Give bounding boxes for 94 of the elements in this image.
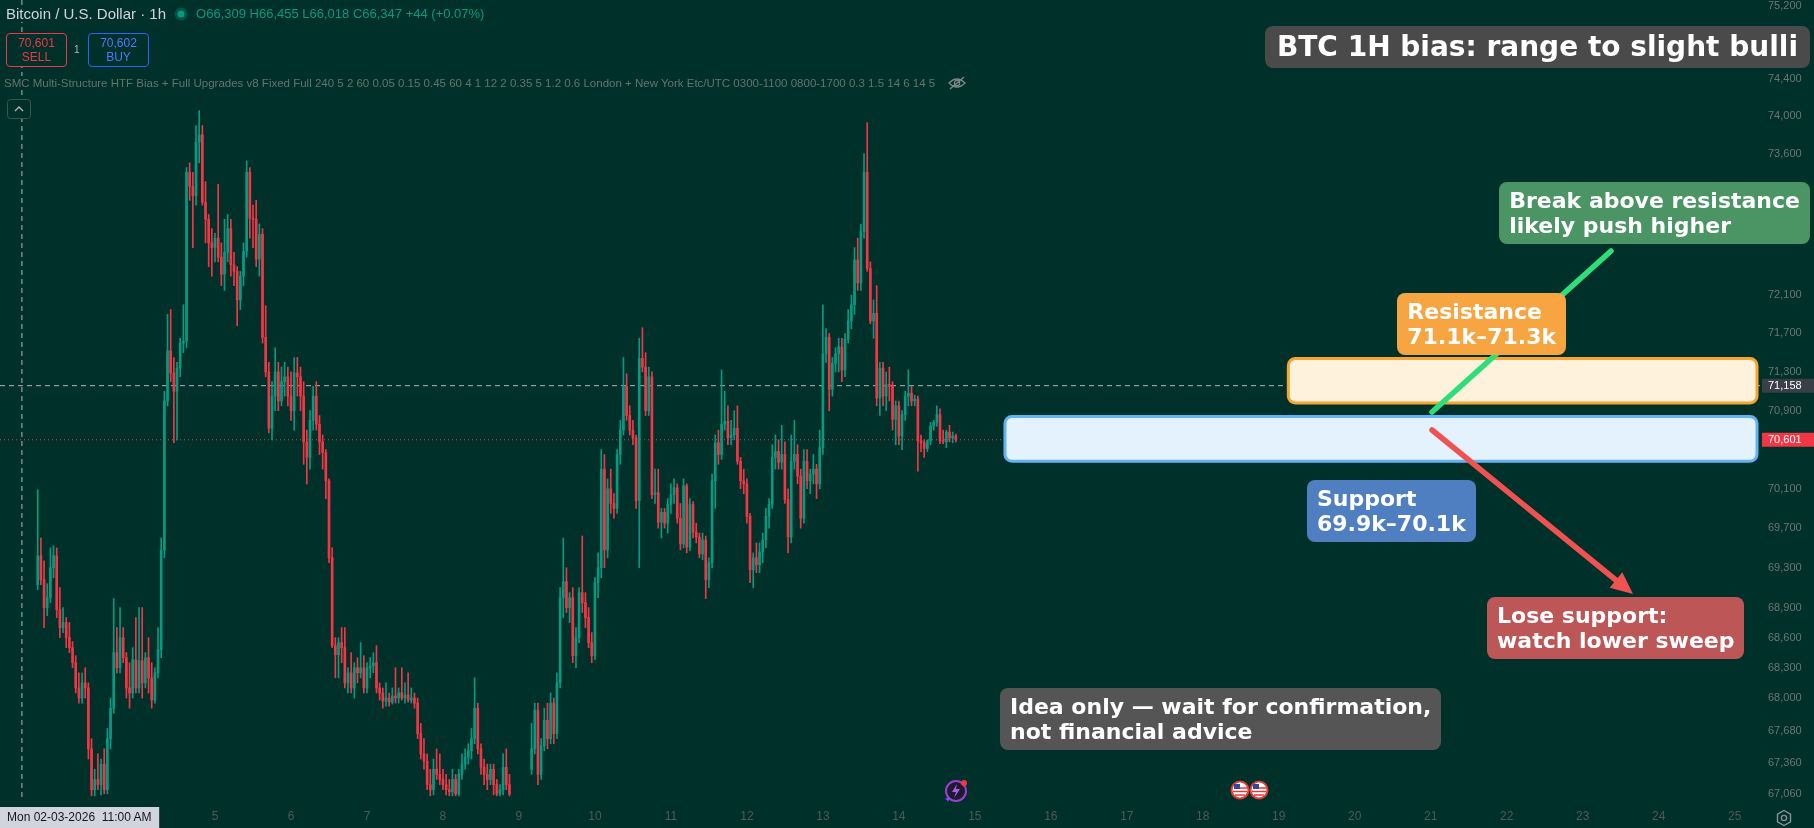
candlestick: [223, 218, 226, 291]
text: BTC 1H bias: range to slight bulli: [1264, 26, 1810, 68]
candlestick: [780, 424, 784, 470]
x-tick-label: 6: [287, 808, 295, 823]
x-tick-label: 12: [740, 808, 754, 823]
annotation: 70,602 BUY: [88, 33, 149, 67]
annotation: SMC Multi-Structure HTF Bias + Full Upgrades v8 Fixed Full 240 5 2 60 0.05 0.15 0.45 60 4 1 12 2 0.35 5 1.2 0.6 London + New York Etc/UTC 0300-1100 0800-1700 0.3 1.5 14 6 14 5: [4, 77, 936, 89]
x-tick-label: 5: [211, 808, 219, 823]
annotation: Bitcoin / U.S. Dollar · 1h: [6, 5, 167, 22]
candlestick: [815, 463, 818, 499]
x-tick-label: 7: [363, 808, 371, 823]
candlestick: [660, 508, 663, 539]
candlestick: [872, 299, 875, 339]
candlestick: [837, 337, 841, 373]
candlestick: [280, 366, 283, 407]
ref-line-label: Mon 02-03-2026 11:00 AM: [7, 810, 152, 825]
candlestick: [451, 768, 454, 797]
annotation: Break above resistance likely push higher: [1499, 182, 1810, 244]
candlestick: [352, 662, 356, 699]
x-tick-label: 21: [1424, 808, 1438, 823]
x-tick-label: 10: [588, 808, 602, 823]
x-tick-label: 19: [1272, 808, 1286, 823]
y-tick-label: 68,600: [1768, 630, 1802, 643]
candlestick: [432, 758, 435, 796]
x-tick-label: 23: [1576, 808, 1590, 823]
candlestick: [720, 369, 723, 460]
candlestick: [356, 657, 359, 684]
y-tick-label: 67,680: [1768, 723, 1802, 736]
candlestick: [144, 652, 147, 689]
x-tick-label: 11: [664, 808, 678, 823]
candlestick: [568, 592, 571, 623]
candlestick: [489, 763, 492, 785]
y-tick-label: 72,100: [1768, 288, 1802, 301]
candlestick: [485, 763, 489, 791]
y-tick-label: 74,000: [1768, 109, 1802, 122]
annotation: 1: [74, 44, 80, 55]
y-tick-label: 70,100: [1768, 481, 1802, 494]
candlestick: [400, 667, 404, 701]
x-tick-label: 20: [1348, 808, 1362, 823]
ref-line-label: 70,601: [1768, 433, 1802, 446]
x-tick-label: 17: [1120, 808, 1134, 823]
candlestick: [701, 532, 704, 561]
candlestick: [663, 508, 666, 529]
candlestick: [929, 422, 932, 446]
candlestick: [337, 637, 340, 679]
candlestick: [565, 567, 568, 613]
y-tick-label: 74,400: [1768, 72, 1802, 85]
y-tick-label: 67,060: [1768, 786, 1802, 799]
candlestick: [546, 702, 549, 750]
candlestick: [549, 692, 552, 745]
candlestick: [185, 167, 188, 349]
candlestick: [454, 774, 457, 797]
y-tick-label: 68,900: [1768, 600, 1802, 613]
annotation: Lose support: watch lower sweep: [1487, 597, 1745, 659]
annotation: Idea only — wait for confirmation, not financial advice: [1000, 688, 1442, 750]
y-tick-label: 70,900: [1768, 403, 1802, 416]
candlestick: [682, 478, 685, 549]
y-tick-label: 69,300: [1768, 560, 1802, 573]
annotation: O66,309 H66,455 L66,018 C66,347 +44 (+0.07%): [196, 6, 485, 21]
x-tick-label: 13: [816, 808, 830, 823]
y-tick-label: 71,300: [1768, 364, 1802, 377]
y-tick-label: 68,000: [1768, 691, 1802, 704]
candlestick: [910, 386, 913, 407]
y-tick-label: 68,300: [1768, 660, 1802, 673]
y-tick-label: 67,360: [1768, 756, 1802, 769]
y-tick-label: 71,700: [1768, 326, 1802, 339]
x-tick-label: 15: [968, 808, 982, 823]
candlestick: [397, 687, 400, 704]
candlestick: [777, 439, 780, 470]
x-tick-label: 9: [515, 808, 523, 823]
x-tick-label: 22: [1500, 808, 1514, 823]
candlestick: [371, 652, 375, 674]
x-tick-label: 25: [1727, 808, 1742, 823]
candlestick: [755, 542, 758, 574]
annotation: 70,601 SELL: [6, 33, 67, 67]
x-tick-label: 8: [439, 808, 447, 823]
candlestick: [492, 763, 495, 796]
y-tick-label: 75,200: [1768, 0, 1802, 11]
x-tick-label: 18: [1196, 808, 1210, 823]
candlestick: [732, 410, 736, 441]
candlestick: [277, 361, 280, 411]
band-label: Resistance 71.1k–71.3k: [1397, 293, 1567, 356]
candlestick: [945, 429, 948, 448]
candlestick: [603, 454, 606, 569]
x-tick-label: 24: [1652, 808, 1666, 823]
candlestick: [359, 642, 362, 679]
band-label: Support 69.9k–70.1k: [1306, 480, 1476, 543]
x-tick-label: 14: [892, 808, 906, 823]
x-tick-label: 16: [1044, 808, 1058, 823]
ref-line-label: 71,158: [1768, 379, 1802, 392]
candlestick: [606, 478, 609, 559]
y-tick-label: 69,700: [1768, 521, 1802, 534]
y-tick-label: 73,600: [1768, 146, 1802, 159]
candlestick: [258, 223, 261, 277]
